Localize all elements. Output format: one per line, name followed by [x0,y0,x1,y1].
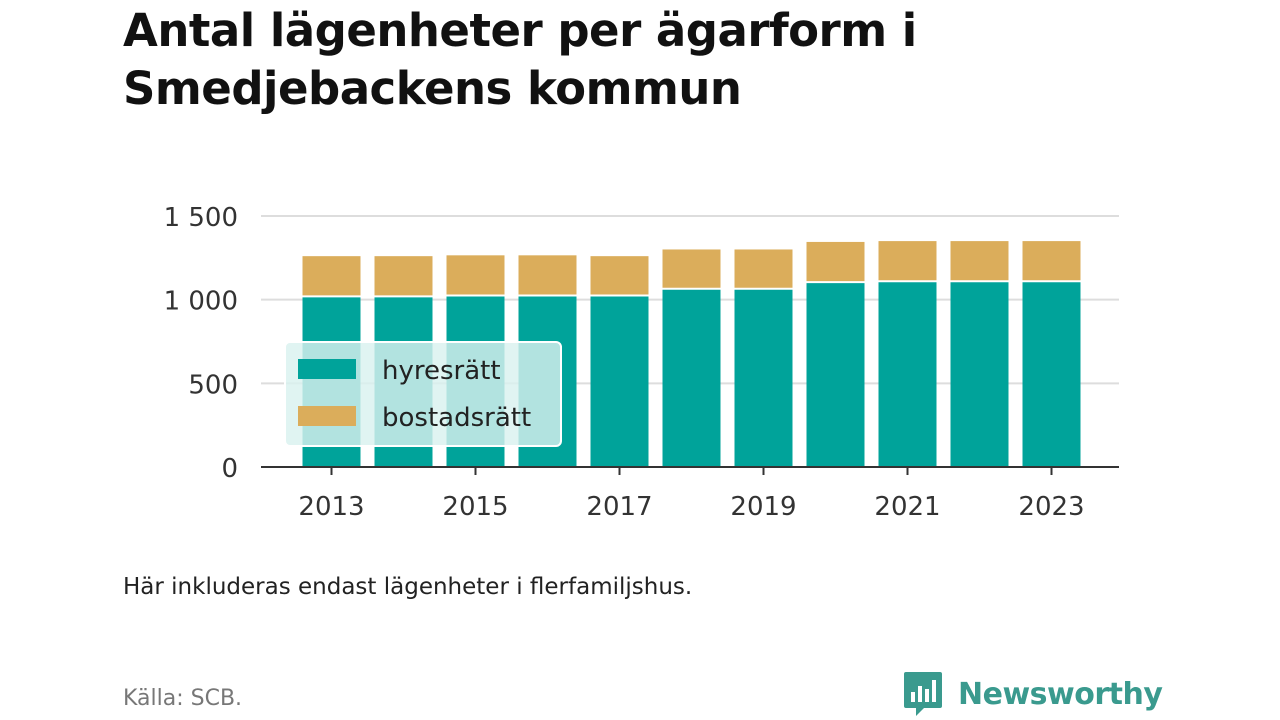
bar-bostadsratt-2013 [302,256,361,297]
x-ticks: 2013 2015 2017 2019 2021 2023 [298,467,1085,522]
y-tick-labels: 0 500 1 000 1 500 [164,203,238,484]
newsworthy-logo-icon [904,672,942,716]
x-tick-label: 2017 [586,492,652,522]
bar-hyresratt-2017 [590,295,649,467]
x-tick-label: 2019 [730,492,796,522]
y-tick-label: 1 500 [164,203,238,233]
x-tick-label: 2013 [298,492,364,522]
bar-hyresratt-2021 [878,281,937,467]
y-tick-label: 1 000 [164,287,238,317]
x-tick-label: 2015 [442,492,508,522]
source-note: Källa: SCB. [123,686,243,711]
legend: hyresrätt bostadsrätt [284,341,562,447]
legend-label-hyresratt: hyresrätt [382,356,501,386]
y-tick-label: 0 [221,454,238,484]
bar-bostadsratt-2014 [374,256,433,297]
legend-swatch-hyresratt [298,359,356,379]
chart-note: Här inkluderas endast lägenheter i flerf… [123,574,693,600]
bar-bostadsratt-2023 [1022,241,1081,282]
bar-bostadsratt-2015 [446,255,505,296]
bar-hyresratt-2018 [662,288,721,467]
chart-title: Antal lägenheter per ägarform i Smedjeba… [123,4,917,115]
bar-hyresratt-2023 [1022,281,1081,467]
bar-bostadsratt-2019 [734,249,793,289]
bar-hyresratt-2019 [734,288,793,467]
legend-swatch-bostadsratt [298,406,356,426]
brand-name: Newsworthy [958,676,1163,712]
bar-hyresratt-2020 [806,282,865,467]
bar-bostadsratt-2021 [878,241,937,282]
x-tick-label: 2023 [1018,492,1084,522]
bar-bostadsratt-2022 [950,241,1009,282]
brand-logo: Newsworthy [902,670,1163,718]
bar-bostadsratt-2017 [590,256,649,296]
legend-label-bostadsratt: bostadsrätt [382,403,531,433]
y-tick-label: 500 [188,370,238,400]
bar-bostadsratt-2016 [518,255,577,296]
bar-bostadsratt-2020 [806,241,865,283]
x-tick-label: 2021 [874,492,940,522]
bar-hyresratt-2022 [950,281,1009,467]
bar-bostadsratt-2018 [662,249,721,289]
